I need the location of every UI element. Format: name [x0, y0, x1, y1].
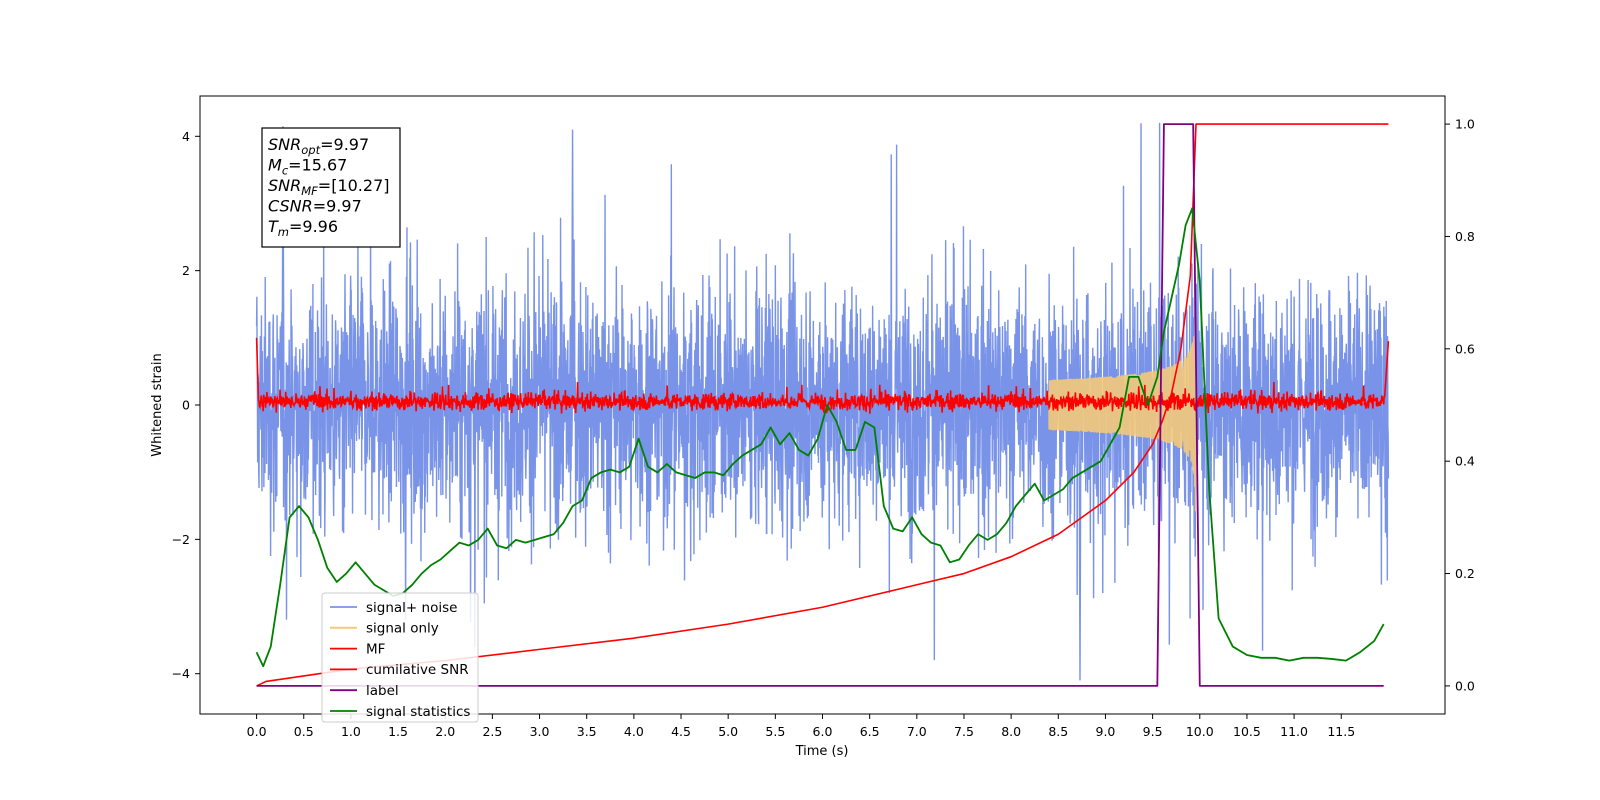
left-y-tick-label: −4	[172, 666, 190, 681]
x-tick-label: 10.0	[1186, 724, 1214, 739]
right-y-tick-label: 0.6	[1455, 341, 1475, 356]
left-y-tick-label: −2	[172, 532, 190, 547]
right-y-tick-label: 0.8	[1455, 229, 1475, 244]
x-axis-label: Time (s)	[795, 744, 849, 759]
annotation-subscript: c	[282, 164, 289, 178]
series-signal-statistics	[255, 207, 1385, 668]
x-tick-label: 2.0	[435, 724, 455, 739]
series-layer	[255, 122, 1390, 687]
annotation-value: =9.97	[320, 135, 369, 154]
x-tick-label: 3.0	[530, 724, 550, 739]
x-tick-label: 11.5	[1327, 724, 1355, 739]
x-tick-label: 9.0	[1096, 724, 1116, 739]
x-tick-label: 5.5	[765, 724, 785, 739]
series-label	[256, 123, 1384, 687]
annotation-variable: M	[268, 156, 282, 175]
annotation-variable: CSNR	[268, 197, 313, 216]
annotation-value: =9.96	[289, 217, 338, 236]
x-tick-label: 6.0	[813, 724, 833, 739]
annotation-value: =[10.27]	[318, 176, 390, 195]
x-axis-ticks: 0.0 0.5 1.0 1.5 2.0 2.5 3.0 3.5 4.0 4.5 5.0 5.5 6.0 6…	[247, 714, 1355, 739]
x-tick-label: 1.5	[388, 724, 408, 739]
series-cumulative-snr	[256, 123, 1389, 687]
annotation-variable: SNR	[268, 135, 301, 154]
legend-label: signal only	[366, 621, 439, 637]
annotation-line: Mc=15.67	[268, 156, 347, 178]
x-tick-label: 9.5	[1143, 724, 1163, 739]
x-tick-label: 1.0	[341, 724, 361, 739]
y-axis-label: Whitened strain	[150, 353, 165, 456]
annotation-box: SNRopt=9.97Mc=15.67SNRMF=[10.27]CSNR=9.9…	[261, 127, 401, 248]
annotation-value: =9.97	[313, 197, 362, 216]
legend-label: signal statistics	[366, 704, 470, 720]
annotation-line: SNRMF=[10.27]	[268, 176, 390, 198]
annotation-value: =15.67	[288, 156, 347, 175]
annotation-subscript: opt	[301, 143, 320, 157]
series-signal-only	[1048, 318, 1197, 512]
left-y-tick-label: 0	[182, 398, 190, 413]
x-tick-label: 10.5	[1233, 724, 1261, 739]
right-y-tick-label: 0.2	[1455, 566, 1475, 581]
annotation-variable: T	[268, 217, 279, 236]
x-tick-label: 6.5	[860, 724, 880, 739]
right-y-tick-label: 0.4	[1455, 454, 1475, 469]
annotation-line: Tm=9.96	[268, 217, 338, 239]
left-y-tick-label: 4	[182, 129, 190, 144]
left-y-tick-label: 2	[182, 263, 190, 278]
annotation-line: SNRopt=9.97	[268, 135, 369, 157]
x-tick-label: 8.5	[1048, 724, 1068, 739]
x-tick-label: 11.0	[1280, 724, 1308, 739]
legend: signal+ noise signal only MF cumilative SNR…	[321, 592, 479, 723]
left-y-axis-ticks: −4 −2 0 2 4	[172, 129, 200, 681]
legend-label: cumilative SNR	[366, 662, 469, 678]
annotation-variable: SNR	[268, 176, 301, 195]
x-tick-label: 3.5	[577, 724, 597, 739]
x-tick-label: 7.5	[954, 724, 974, 739]
x-tick-label: 7.0	[907, 724, 927, 739]
x-tick-label: 0.5	[294, 724, 314, 739]
x-tick-label: 8.0	[1001, 724, 1021, 739]
x-tick-label: 4.5	[671, 724, 691, 739]
x-tick-label: 2.5	[482, 724, 502, 739]
right-y-tick-label: 0.0	[1455, 678, 1475, 693]
annotation-subscript: MF	[301, 184, 318, 198]
annotation-line: CSNR=9.97	[268, 197, 362, 216]
legend-label: MF	[366, 641, 385, 657]
x-tick-label: 4.0	[624, 724, 644, 739]
legend-label: signal+ noise	[366, 600, 457, 616]
legend-frame	[321, 592, 479, 723]
x-tick-label: 5.0	[718, 724, 738, 739]
annotation-subscript: m	[278, 225, 289, 239]
annotation-frame	[261, 127, 401, 248]
right-y-axis-ticks: 0.0 0.2 0.4 0.6 0.8 1.0	[1445, 117, 1475, 693]
x-tick-label: 0.0	[247, 724, 267, 739]
right-y-tick-label: 1.0	[1455, 117, 1475, 132]
legend-label: label	[366, 683, 399, 699]
